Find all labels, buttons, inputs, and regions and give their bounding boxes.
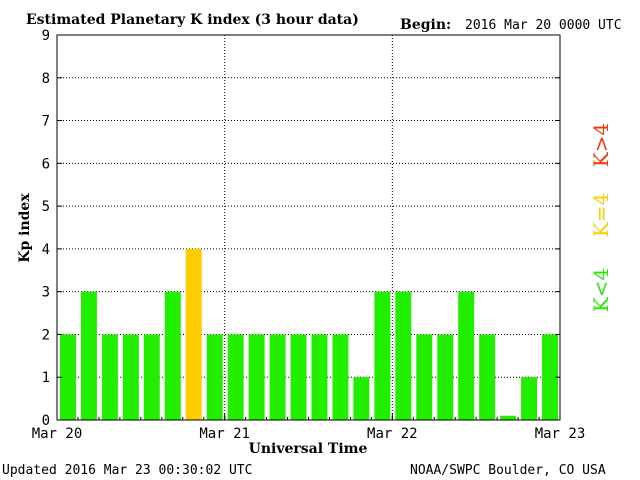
bar — [332, 334, 349, 420]
y-tick-label: 0 — [42, 413, 50, 429]
chart-title: Estimated Planetary K index (3 hour data… — [26, 12, 359, 28]
bar — [311, 334, 328, 420]
y-tick-label: 1 — [42, 370, 50, 386]
y-tick-label: 7 — [42, 114, 50, 130]
x-tick-label: Mar 21 — [199, 426, 250, 442]
y-tick-label: 8 — [42, 71, 50, 87]
bar — [143, 334, 160, 420]
legend-entry: K<4 — [589, 268, 613, 312]
legend-entry: K>4 — [589, 123, 613, 167]
bar — [206, 334, 223, 420]
x-tick-label: Mar 20 — [32, 426, 83, 442]
bar — [542, 334, 558, 420]
bar — [395, 291, 412, 420]
y-tick-label: 9 — [42, 28, 50, 44]
bar — [374, 291, 391, 420]
bar — [353, 377, 370, 420]
y-tick-label: 3 — [42, 285, 50, 301]
bar — [227, 334, 244, 420]
bar — [479, 334, 496, 420]
bar — [437, 334, 454, 420]
y-tick-label: 4 — [42, 242, 50, 258]
x-ticks: Mar 20 Mar 21 Mar 22 Mar 23 — [32, 414, 586, 442]
bar — [290, 334, 307, 420]
y-axis-title: Kp index — [17, 193, 33, 263]
bar — [458, 291, 475, 420]
bar — [248, 334, 265, 420]
x-tick-label: Mar 22 — [367, 426, 418, 442]
source-credit: NOAA/SWPC Boulder, CO USA — [410, 463, 606, 478]
bar — [101, 334, 118, 420]
bar — [164, 291, 181, 420]
y-ticks: 0 1 2 3 4 5 6 7 8 9 — [42, 28, 560, 429]
bar — [416, 334, 433, 420]
bar — [60, 334, 76, 420]
legend-entry: K=4 — [589, 193, 613, 237]
legend: K>4 K=4 K<4 — [589, 123, 613, 312]
bar — [521, 377, 538, 420]
y-tick-label: 6 — [42, 156, 50, 172]
bar — [185, 248, 202, 420]
begin-value: 2016 Mar 20 0000 UTC — [465, 18, 622, 33]
updated-timestamp: Updated 2016 Mar 23 00:30:02 UTC — [2, 463, 252, 478]
grid — [57, 34, 560, 420]
bar — [122, 334, 139, 420]
bar — [269, 334, 286, 420]
bars — [60, 248, 558, 420]
bar — [500, 415, 517, 420]
bar — [80, 291, 97, 420]
y-tick-label: 5 — [42, 199, 50, 215]
x-tick-label: Mar 23 — [535, 426, 586, 442]
begin-label: Begin: — [400, 17, 451, 33]
y-tick-label: 2 — [42, 327, 50, 343]
x-axis-title: Universal Time — [249, 441, 368, 457]
